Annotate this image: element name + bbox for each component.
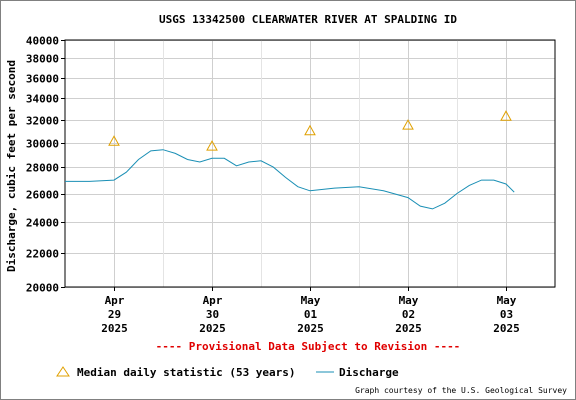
chart-title: USGS 13342500 CLEARWATER RIVER AT SPALDI… (159, 13, 457, 26)
x-tick-label: 2025 (101, 322, 128, 335)
x-tick-label: 03 (500, 308, 513, 321)
y-axis-label: Discharge, cubic feet per second (5, 60, 18, 272)
y-tick-label: 32000 (26, 115, 59, 128)
x-tick-label: May (301, 294, 321, 307)
usgs-credit: Graph courtesy of the U.S. Geological Su… (355, 386, 567, 395)
y-tick-label: 24000 (26, 217, 59, 230)
y-axis: 40000 38000 36000 34000 32000 30000 28000 26000… (26, 35, 65, 295)
provisional-notice: ---- Provisional Data Subject to Revisio… (156, 340, 461, 353)
median-marker (108, 135, 120, 146)
legend-median-label: Median daily statistic (53 years) (77, 366, 296, 379)
legend: Median daily statistic (53 years) Discha… (56, 366, 399, 379)
y-tick-label: 20000 (26, 282, 59, 295)
y-tick-label: 40000 (26, 35, 59, 48)
x-tick-label: 02 (402, 308, 415, 321)
legend-triangle-icon (56, 366, 70, 377)
y-tick-label: 26000 (26, 189, 59, 202)
x-tick-label: 01 (304, 308, 318, 321)
x-tick-label: Apr (203, 294, 223, 307)
y-tick-label: 38000 (26, 53, 59, 66)
y-tick-label: 30000 (26, 138, 59, 151)
x-tick-label: 2025 (493, 322, 520, 335)
median-marker (206, 140, 218, 151)
y-tick-label: 22000 (26, 248, 59, 261)
x-tick-label: May (497, 294, 517, 307)
x-tick-label: 30 (206, 308, 219, 321)
y-tick-label: 34000 (26, 93, 59, 106)
x-tick-label: 2025 (395, 322, 422, 335)
median-marker (304, 124, 316, 136)
x-axis: Apr292025Apr302025May012025May022025May0… (101, 287, 520, 335)
y-tick-label: 36000 (26, 73, 59, 86)
median-marker (500, 110, 512, 121)
x-tick-label: Apr (105, 294, 125, 307)
discharge-series-line (65, 149, 515, 210)
legend-discharge-label: Discharge (339, 366, 399, 379)
x-tick-label: May (399, 294, 419, 307)
x-tick-label: 2025 (297, 322, 324, 335)
median-markers (108, 110, 512, 151)
y-tick-label: 28000 (26, 162, 59, 175)
median-marker (402, 119, 414, 130)
x-tick-label: 2025 (199, 322, 226, 335)
x-tick-label: 29 (108, 308, 121, 321)
